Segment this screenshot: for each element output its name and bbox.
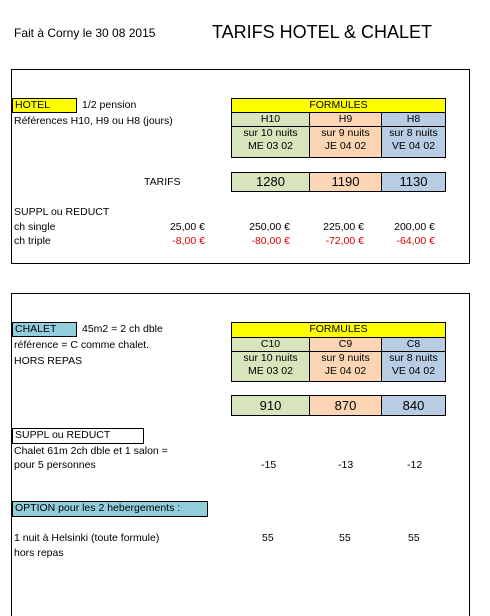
formules-header: FORMULES <box>231 98 446 113</box>
amount: 55 <box>262 532 274 544</box>
tarif: 870 <box>309 395 382 416</box>
formula-code: H8 <box>381 112 446 127</box>
nights: sur 10 nuits <box>243 127 298 139</box>
day: ME 03 02 <box>248 140 293 152</box>
amount: -15 <box>261 459 277 471</box>
amount: -80,00 € <box>251 235 290 247</box>
formula-code: C9 <box>309 337 382 352</box>
hotel-board: 1/2 pension <box>82 99 137 111</box>
amount: 225,00 € <box>323 221 364 233</box>
amount: -8,00 € <box>172 235 205 247</box>
option-desc: 1 nuit à Helsinki (toute formule) <box>14 532 160 544</box>
formula-detail: sur 10 nuits ME 03 02 <box>231 126 310 158</box>
suppl-label: SUPPL ou REDUCT <box>12 428 144 444</box>
chalet-meals: HORS REPAS <box>14 355 83 367</box>
day: ME 03 02 <box>248 365 293 377</box>
tarifs-label: TARIFS <box>144 176 181 188</box>
formula-detail: sur 8 nuits VE 04 02 <box>381 126 446 158</box>
amount: -64,00 € <box>396 235 435 247</box>
row-label: ch triple <box>14 235 51 247</box>
chalet-reference: référence = C comme chalet. <box>14 339 150 351</box>
amount: 25,00 € <box>169 221 205 233</box>
day: JE 04 02 <box>324 140 367 152</box>
formula-detail: sur 8 nuits VE 04 02 <box>381 351 446 382</box>
formula-code: H10 <box>231 112 310 127</box>
title: TARIFS HOTEL & CHALET <box>212 22 433 42</box>
chalet-label: CHALET <box>12 322 77 337</box>
nights: sur 9 nuits <box>321 127 370 139</box>
tarif: 1190 <box>309 172 382 192</box>
chalet-size: 45m2 = 2 ch dble <box>82 323 163 335</box>
formules-header: FORMULES <box>231 322 446 338</box>
suppl-desc: pour 5 personnes <box>14 459 96 471</box>
suppl-desc: Chalet 61m 2ch dble et 1 salon = <box>14 445 168 457</box>
formula-code: C10 <box>231 337 310 352</box>
amount: 250,00 € <box>249 221 290 233</box>
day: VE 04 02 <box>391 140 436 152</box>
amount: -13 <box>338 459 354 471</box>
formula-detail: sur 10 nuits ME 03 02 <box>231 351 310 382</box>
suppl-label: SUPPL ou REDUCT <box>14 206 110 218</box>
formula-detail: sur 9 nuits JE 04 02 <box>309 126 382 158</box>
nights: sur 9 nuits <box>321 352 370 364</box>
day: VE 04 02 <box>391 365 436 377</box>
nights: sur 8 nuits <box>389 127 438 139</box>
tarif: 840 <box>381 395 446 416</box>
nights: sur 8 nuits <box>389 352 438 364</box>
amount: -72,00 € <box>325 235 364 247</box>
formula-code: C8 <box>381 337 446 352</box>
amount: 55 <box>408 532 420 544</box>
row-label: ch single <box>14 221 56 233</box>
tarif: 1280 <box>231 172 310 192</box>
hotel-box <box>11 69 470 264</box>
formula-code: H9 <box>309 112 382 127</box>
option-label: OPTION pour les 2 hebergements : <box>12 501 208 517</box>
hotel-references: Références H10, H9 ou H8 (jours) <box>14 115 173 127</box>
date: Fait à Corny le 30 08 2015 <box>14 26 156 40</box>
formula-detail: sur 9 nuits JE 04 02 <box>309 351 382 382</box>
amount: 55 <box>339 532 351 544</box>
chalet-box <box>11 293 470 616</box>
tarif: 1130 <box>381 172 446 192</box>
day: JE 04 02 <box>324 365 367 377</box>
option-desc: hors repas <box>14 547 64 559</box>
tarif: 910 <box>231 395 310 416</box>
nights: sur 10 nuits <box>243 352 298 364</box>
amount: -12 <box>407 459 423 471</box>
amount: 200,00 € <box>394 221 435 233</box>
hotel-label: HOTEL <box>12 98 77 113</box>
